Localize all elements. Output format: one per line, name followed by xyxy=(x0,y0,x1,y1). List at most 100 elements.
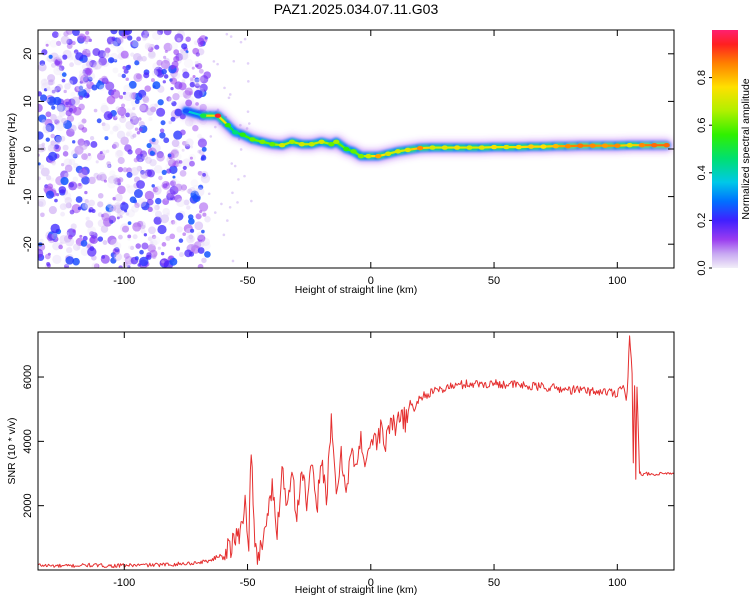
y-tick-label: 6000 xyxy=(22,365,34,389)
noise-blob xyxy=(89,231,95,237)
noise-blob xyxy=(132,222,142,232)
noise-blob xyxy=(107,57,115,64)
noise-blob xyxy=(125,212,130,216)
noise-blob xyxy=(123,30,133,36)
noise-blob xyxy=(97,212,103,217)
noise-blob xyxy=(114,193,123,202)
noise-blob xyxy=(117,181,121,186)
noise-blob xyxy=(58,244,63,250)
ridge-point xyxy=(384,151,392,156)
noise-blob xyxy=(198,76,205,83)
noise-blob xyxy=(137,198,147,208)
x-tick-label: -100 xyxy=(113,275,135,287)
noise-blob xyxy=(47,144,56,152)
noise-blob xyxy=(60,176,69,186)
noise-blob xyxy=(189,156,193,160)
noise-blob xyxy=(87,76,93,82)
noise-blob xyxy=(160,59,171,70)
noise-blob xyxy=(136,55,143,62)
noise-blob xyxy=(142,34,149,41)
noise-blob xyxy=(72,30,80,37)
ridge-point xyxy=(651,142,658,148)
noise-blob xyxy=(122,167,128,173)
noise-blob xyxy=(231,259,235,263)
noise-blob xyxy=(135,243,142,249)
ridge-point xyxy=(552,143,559,149)
noise-blob xyxy=(181,79,186,83)
noise-blob xyxy=(113,59,118,63)
noise-blob xyxy=(80,240,88,247)
snr-frame xyxy=(37,331,675,571)
noise-blob xyxy=(96,152,106,161)
noise-blob xyxy=(61,72,67,77)
noise-blob xyxy=(227,96,231,100)
noise-blob xyxy=(134,202,140,208)
noise-blob xyxy=(197,138,207,148)
colorbar-tick-label: 0.6 xyxy=(696,118,708,133)
noise-blob xyxy=(133,157,139,163)
noise-blob xyxy=(174,33,184,43)
noise-blob xyxy=(119,116,127,124)
noise-blob xyxy=(151,69,159,77)
noise-blob xyxy=(55,135,62,142)
noise-blob xyxy=(65,30,74,35)
noise-blob xyxy=(45,123,55,133)
noise-blob xyxy=(196,63,203,70)
noise-blob xyxy=(191,66,195,70)
noise-blob xyxy=(169,165,178,174)
noise-blob xyxy=(104,47,111,54)
noise-blob xyxy=(55,193,60,197)
ridge-point xyxy=(527,144,535,149)
noise-blob xyxy=(40,78,48,86)
noise-blob xyxy=(55,40,62,47)
noise-blob xyxy=(163,137,170,144)
noise-blob xyxy=(56,122,64,130)
noise-blob xyxy=(148,226,156,235)
noise-blob xyxy=(172,220,178,226)
noise-blob xyxy=(97,236,104,242)
noise-blob xyxy=(122,91,127,96)
noise-blob xyxy=(54,134,61,142)
ridge-point xyxy=(626,142,633,148)
noise-blob xyxy=(50,177,55,182)
spectrogram-y-axis-label: Frequency (Hz) xyxy=(6,113,18,185)
noise-blob xyxy=(126,185,136,194)
noise-blob xyxy=(182,232,187,236)
noise-blob xyxy=(43,88,48,92)
noise-blob xyxy=(190,145,194,149)
ridge-point xyxy=(199,113,207,118)
noise-blob xyxy=(126,130,133,137)
noise-blob xyxy=(160,120,166,126)
noise-blob xyxy=(183,58,194,68)
ridge-point xyxy=(429,145,436,150)
noise-blob xyxy=(132,234,138,240)
x-tick-label: 50 xyxy=(488,577,500,589)
noise-blob xyxy=(175,246,181,251)
noise-blob xyxy=(124,91,134,102)
noise-blob xyxy=(63,89,67,94)
colorbar-tick-label: 0.2 xyxy=(696,213,708,228)
ridge-point xyxy=(441,145,448,150)
noise-blob xyxy=(113,242,122,250)
noise-blob xyxy=(136,130,141,135)
noise-blob xyxy=(182,90,192,99)
snr-panel: -100 -50 0 50 100 2000 4000 6000 Height of str… xyxy=(6,331,675,596)
noise-blob xyxy=(163,30,172,36)
noise-blob xyxy=(83,140,91,147)
ridge-point xyxy=(318,139,325,145)
noise-blob xyxy=(149,240,154,245)
noise-blob xyxy=(67,55,74,61)
noise-blob xyxy=(163,42,173,52)
noise-blob xyxy=(110,257,117,264)
noise-blob xyxy=(145,156,152,164)
noise-blob xyxy=(70,223,77,230)
noise-blob xyxy=(154,103,159,108)
noise-blob xyxy=(190,243,197,250)
noise-blob xyxy=(68,181,78,191)
noise-blob xyxy=(70,96,81,106)
noise-blob xyxy=(89,135,95,141)
noise-blob xyxy=(45,43,49,47)
noise-blob xyxy=(66,128,75,137)
y-tick-label: 4000 xyxy=(22,429,34,453)
noise-blob xyxy=(123,68,129,74)
